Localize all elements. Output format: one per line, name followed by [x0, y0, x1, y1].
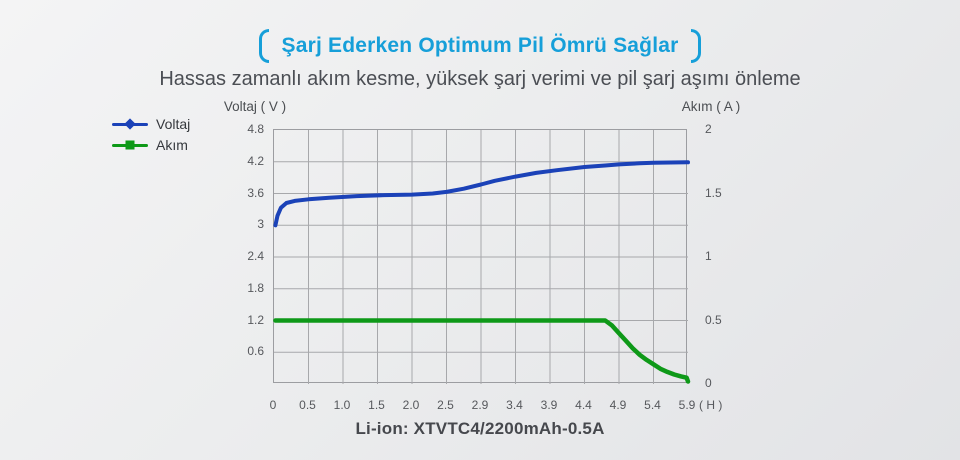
y-tick-label: 0.5 — [705, 312, 722, 327]
y-tick-label: 3.6 — [247, 185, 264, 200]
x-axis-unit: ( H ) — [699, 398, 723, 412]
diamond-marker-icon — [124, 118, 136, 130]
x-tick-label: 1.5 — [368, 398, 385, 412]
x-tick-label: 0 — [269, 398, 277, 412]
chart-canvas — [273, 130, 691, 384]
chart-title-row: Şarj Ederken Optimum Pil Ömrü Sağlar — [0, 27, 960, 65]
page-title: Şarj Ederken Optimum Pil Ömrü Sağlar — [281, 34, 679, 57]
x-tick-label: 1.0 — [333, 398, 351, 412]
y-tick-label: 3 — [257, 217, 264, 232]
y-tick-label: 0.6 — [247, 344, 264, 359]
right-axis-title: Akım ( A ) — [681, 99, 741, 114]
x-tick-label: 4.4 — [575, 398, 592, 412]
series-akım-curve — [273, 318, 691, 384]
y-tick-label: 2 — [705, 122, 712, 136]
legend-label-current: Akım — [156, 137, 188, 153]
left-axis-title: Voltaj ( V ) — [223, 99, 287, 114]
y-tick-label: 1 — [705, 249, 712, 263]
square-marker-icon — [125, 140, 135, 150]
legend-item-current: Akım — [112, 137, 190, 153]
left-bracket-decoration — [258, 29, 269, 63]
x-tick-label: 2.9 — [471, 398, 489, 412]
legend-label-voltage: Voltaj — [156, 116, 191, 132]
x-tick-label: 5.9 — [678, 398, 696, 412]
chart-legend: Voltaj Akım — [112, 116, 190, 153]
y-tick-label: 0 — [705, 376, 712, 390]
y-tick-label: 4.2 — [247, 153, 264, 168]
right-bracket-decoration — [691, 29, 702, 63]
chart-caption: Li-ion: XTVTC4/2200mAh-0.5A — [355, 419, 605, 438]
x-tick-label: 2.5 — [437, 398, 454, 412]
series-voltaj-curve — [273, 160, 690, 228]
x-tick-label: 2.0 — [402, 398, 420, 412]
current-line-icon — [112, 140, 148, 150]
x-tick-label: 4.9 — [609, 398, 627, 412]
voltage-line-icon — [112, 118, 148, 130]
y-tick-label: 2.4 — [247, 249, 264, 263]
x-tick-label: 3.4 — [506, 398, 523, 412]
x-tick-label: 3.9 — [540, 398, 558, 412]
y-tick-label: 4.8 — [247, 122, 264, 136]
x-tick-label: 0.5 — [299, 398, 316, 412]
x-tick-label: 5.4 — [644, 398, 661, 412]
y-tick-label: 1.8 — [247, 280, 264, 295]
y-tick-label: 1.5 — [705, 185, 722, 200]
legend-item-voltage: Voltaj — [112, 116, 190, 132]
y-tick-label: 1.2 — [247, 312, 264, 327]
page-subtitle: Hassas zamanlı akım kesme, yüksek şarj v… — [159, 68, 801, 90]
plot-area — [273, 129, 691, 384]
